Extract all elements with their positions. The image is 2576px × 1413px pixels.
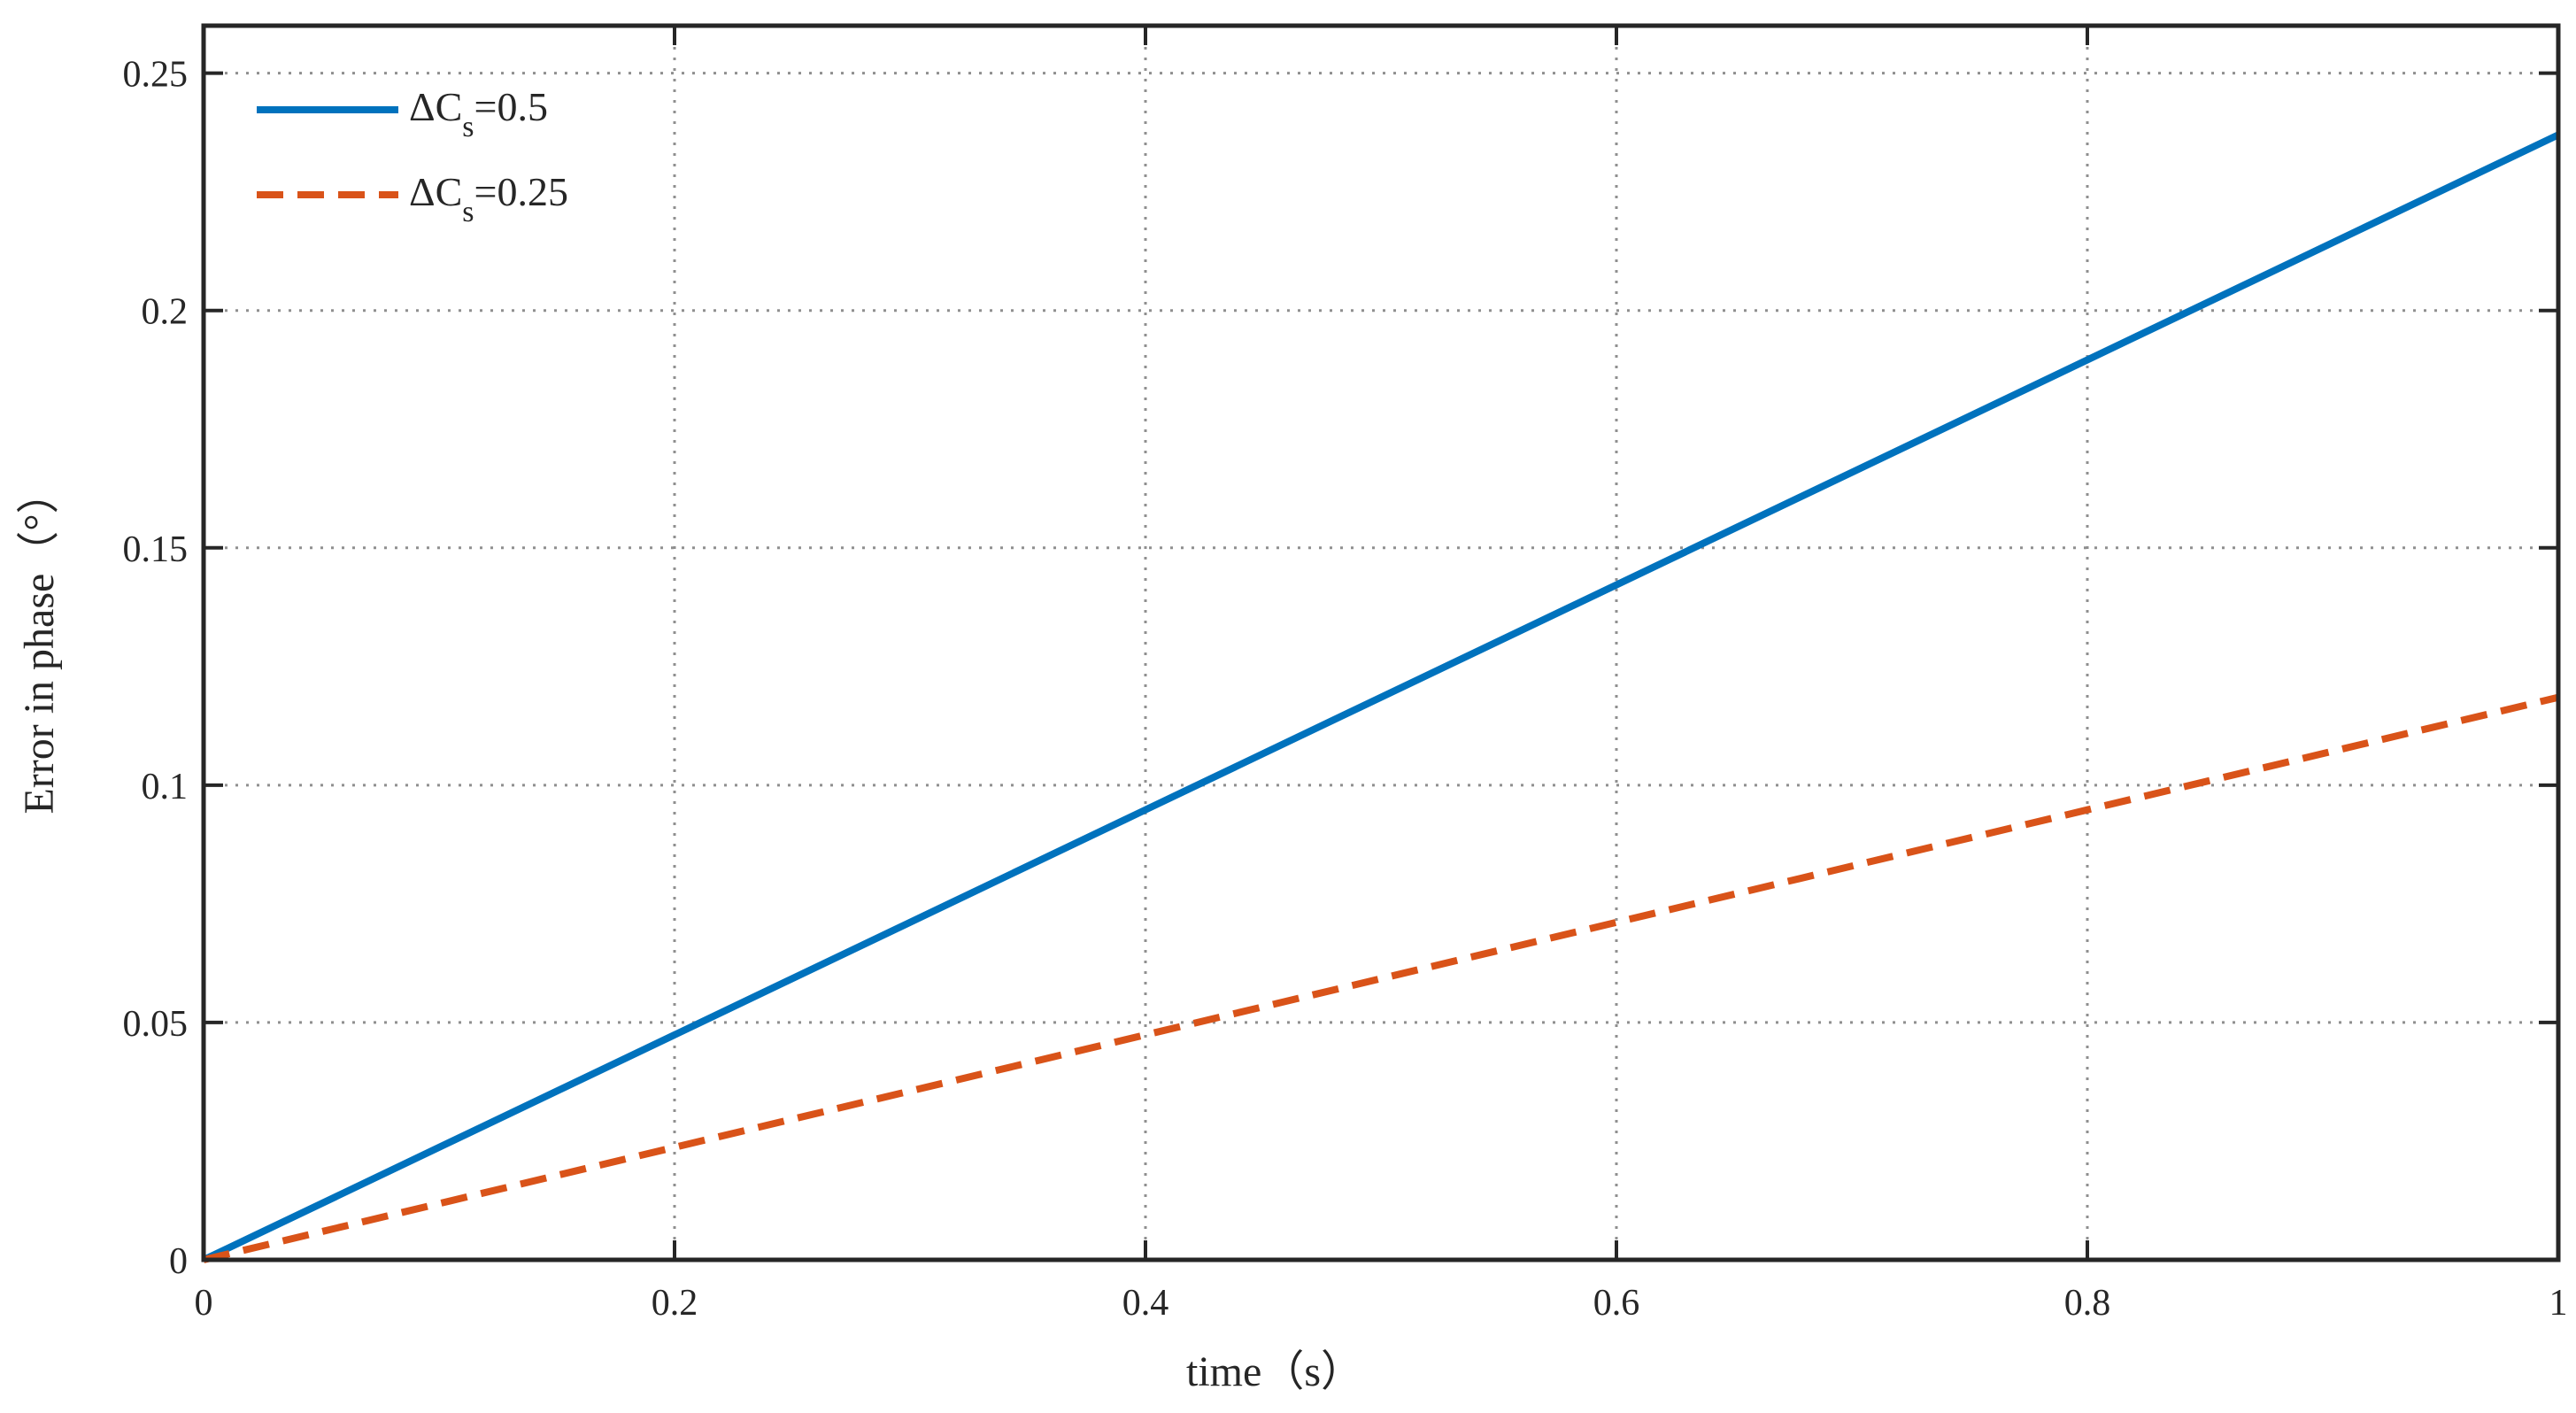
y-tick-label: 0.25 — [123, 55, 189, 96]
legend: ΔCs=0.5 ΔCs=0.25 — [257, 84, 568, 228]
plot-frame — [201, 23, 2561, 1262]
y-axis-label: Error in phase（°） — [16, 471, 63, 814]
y-tick-label: 0 — [169, 1241, 188, 1282]
grid — [204, 26, 2558, 1260]
x-tick-label: 0.6 — [1593, 1283, 1640, 1324]
x-tick-label: 0.2 — [652, 1283, 698, 1324]
series-line-1 — [202, 131, 2560, 1263]
series-line-2 — [203, 693, 2559, 1263]
y-tick-label: 0.2 — [142, 292, 189, 333]
y-tick-label: 0.1 — [142, 767, 189, 807]
y-tick-label: 0.05 — [123, 1004, 189, 1045]
x-tick-label: 0 — [195, 1283, 213, 1324]
plot-series — [202, 131, 2560, 1263]
legend-label-2: ΔCs=0.25 — [409, 169, 568, 228]
legend-label-1: ΔCs=0.5 — [409, 84, 548, 143]
axis-ticks: 0 0.2 0.4 0.6 0.8 1 0 0.05 0.1 0.15 0.2 0.25 — [123, 26, 2568, 1324]
x-tick-label: 1 — [2549, 1283, 2568, 1324]
x-tick-label: 0.4 — [1122, 1283, 1169, 1324]
y-tick-label: 0.15 — [123, 529, 189, 570]
x-tick-label: 0.8 — [2064, 1283, 2111, 1324]
x-axis-label: time（s） — [1186, 1348, 1363, 1395]
